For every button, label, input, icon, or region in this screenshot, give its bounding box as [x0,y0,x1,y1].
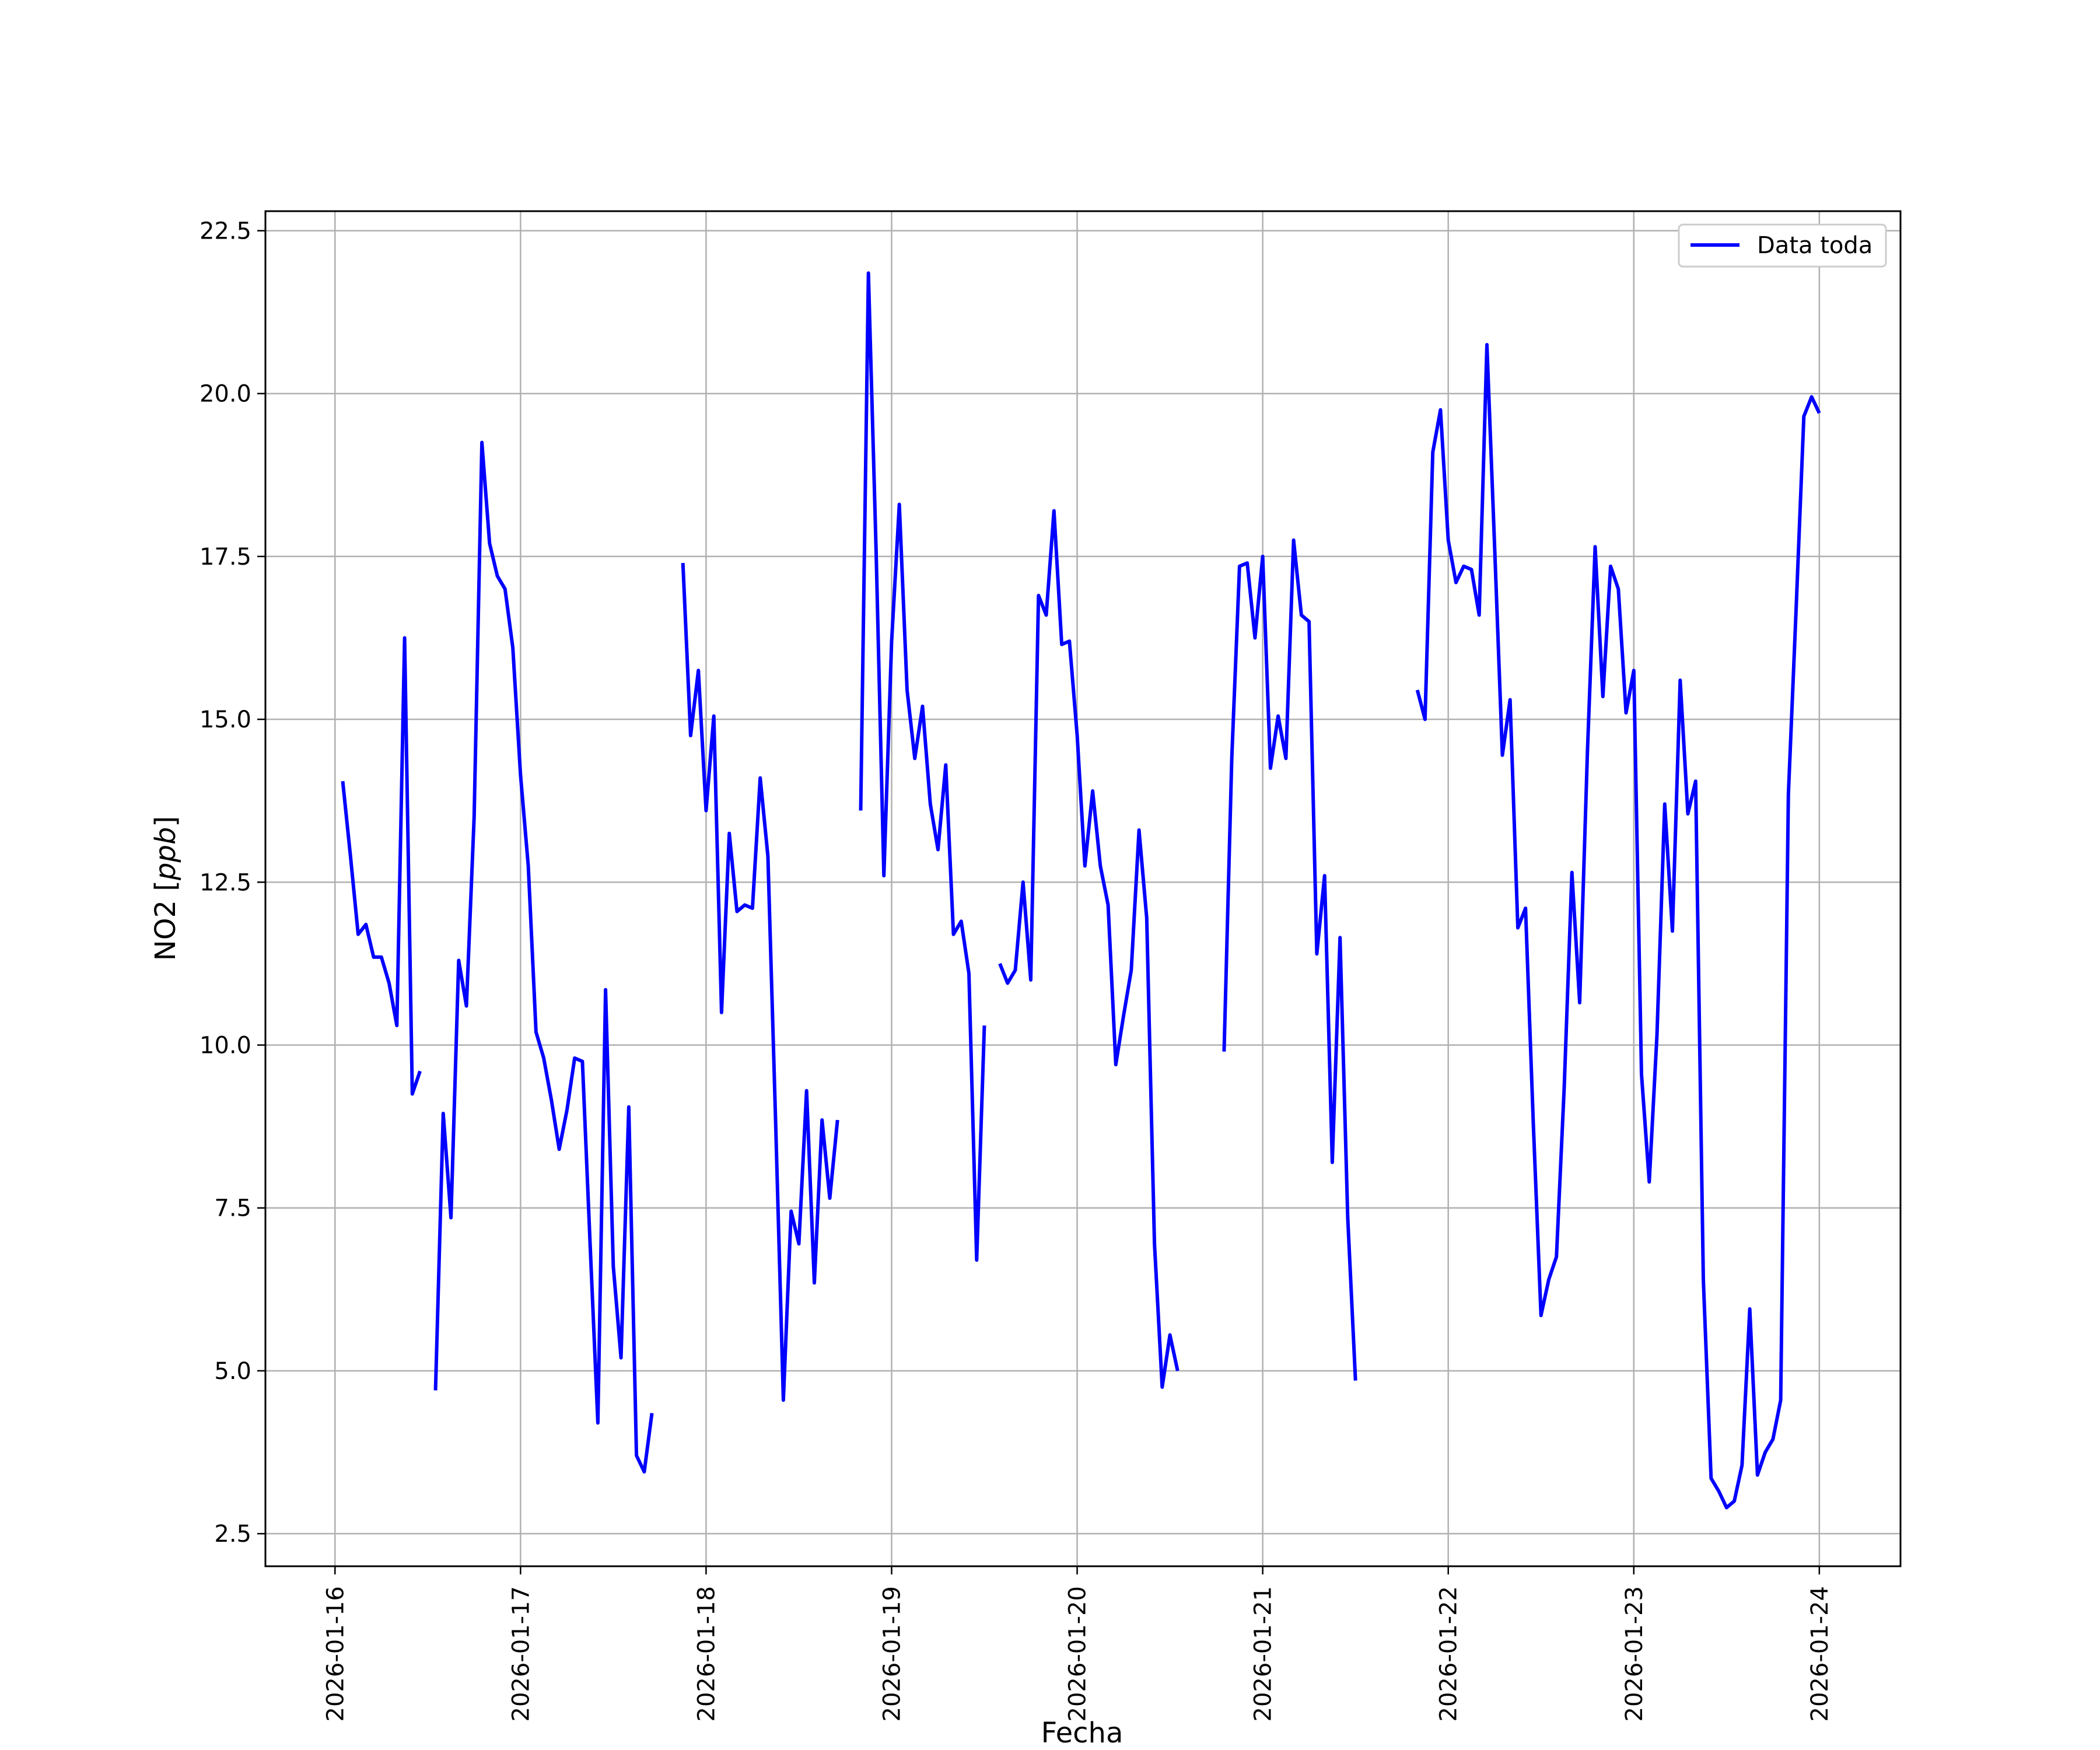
legend-box [1678,223,1887,268]
x-tick-2026-01-21-label: 2026-01-21 [1250,1586,1277,1721]
x-tick-2026-01-17-label: 2026-01-17 [508,1586,534,1721]
y-tick-10-0-label: 10.0 [200,1032,251,1059]
series-line-segment-7 [1415,342,1821,1510]
series-line-segment-5 [998,509,1180,1389]
y-tick-22-5-label: 22.5 [200,218,251,245]
x-tick-2026-01-22-label: 2026-01-22 [1436,1586,1462,1721]
y-axis-label: NO2 [ppb] [149,816,182,961]
legend-label-data-toda: Data toda [1757,232,1873,259]
series-line-segment-3 [681,562,839,1402]
y-tick-7-5-label: 7.5 [214,1195,251,1222]
series-line-segment-2 [433,440,654,1474]
series-line-segment-6 [1222,538,1357,1381]
series-line-segment-4 [859,271,986,1262]
plot-frame [264,210,1902,1567]
y-axis-label-unit: ppb [149,827,182,881]
y-tick-17-5-label: 17.5 [200,544,251,570]
legend: Data toda [1678,223,1887,268]
x-axis-label: Fecha [1041,1717,1124,1749]
x-tick-2026-01-20-label: 2026-01-20 [1065,1586,1091,1721]
x-tick-2026-01-18-label: 2026-01-18 [693,1586,720,1721]
y-tick-20-0-label: 20.0 [200,381,251,408]
x-tick-2026-01-23-label: 2026-01-23 [1621,1586,1648,1721]
x-tick-2026-01-19-label: 2026-01-19 [878,1586,905,1721]
x-tick-2026-01-24-label: 2026-01-24 [1807,1586,1833,1721]
x-axis-ticks: 2026-01-16 2026-01-17 2026-01-18 2026-01-19… [322,1566,1833,1721]
y-tick-5-0-label: 5.0 [214,1358,251,1385]
y-tick-12-5-label: 12.5 [200,869,251,896]
y-axis-label-prefix: NO2 [ [149,880,182,961]
x-tick-2026-01-16-label: 2026-01-16 [322,1586,349,1721]
series-line-segment-1 [341,636,422,1096]
y-tick-2-5-label: 2.5 [214,1521,251,1548]
y-axis-ticks: 2.5 5.0 7.5 10.0 12.5 15.0 17.5 20.0 22.5 [200,218,265,1548]
y-tick-15-0-label: 15.0 [200,706,251,733]
y-axis-label-suffix: ] [149,816,182,827]
series-data-toda [341,271,1821,1510]
grid-lines [265,211,1901,1566]
